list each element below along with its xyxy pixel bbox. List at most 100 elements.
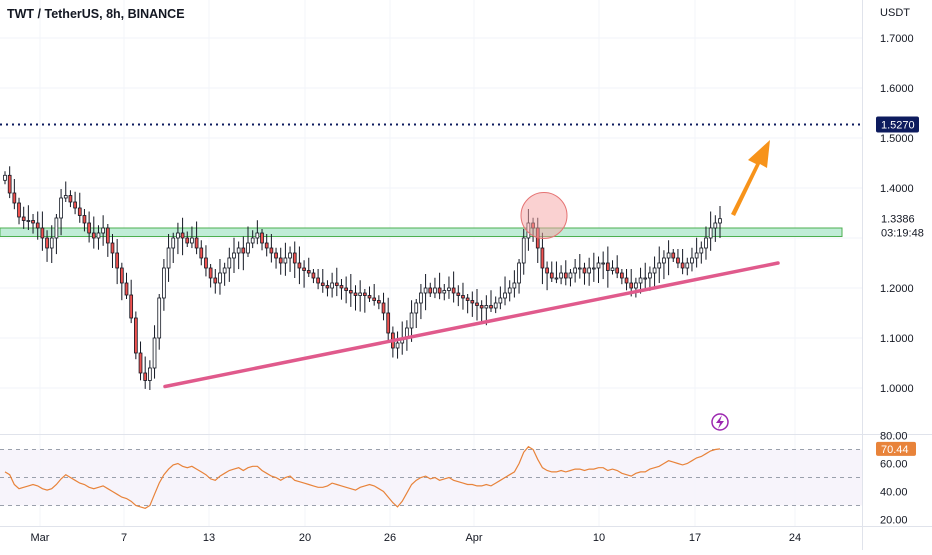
- candle-up: [227, 257, 232, 269]
- candle-down: [320, 282, 325, 286]
- candle-down: [124, 282, 129, 296]
- candle-up: [255, 232, 260, 239]
- candle-up: [409, 312, 414, 329]
- candle-down: [87, 222, 91, 234]
- candle-up: [148, 367, 152, 381]
- time-tick-label: 17: [689, 532, 701, 544]
- candle-down: [372, 297, 377, 301]
- price-tick-label: 1.0000: [880, 383, 914, 395]
- resistance-zone[interactable]: [0, 227, 843, 237]
- candle-down: [115, 252, 120, 269]
- candle-up: [330, 282, 334, 289]
- price-tick-label: 1.7000: [880, 33, 914, 45]
- candle-up: [521, 237, 526, 264]
- candle-up: [232, 252, 236, 259]
- candle-down: [110, 242, 115, 254]
- candle-down: [451, 287, 456, 294]
- candle-up: [591, 267, 596, 270]
- drawing-layer[interactable]: [0, 123, 862, 431]
- candle-down: [77, 207, 82, 216]
- rejection-circle[interactable]: [520, 192, 568, 239]
- candle-down: [306, 270, 311, 274]
- price-tick-label: 1.4000: [880, 183, 914, 195]
- time-tick-label: 13: [203, 532, 215, 544]
- candle-down: [105, 227, 110, 244]
- axis-unit-label: USDT: [880, 7, 910, 19]
- candle-up: [699, 247, 704, 254]
- rising-trendline[interactable]: [163, 261, 780, 389]
- candle-down: [292, 252, 297, 264]
- candle-up: [288, 252, 292, 259]
- candle-down: [470, 300, 475, 304]
- bar-countdown-label: 03:19:48: [881, 228, 924, 240]
- candle-up: [419, 292, 423, 304]
- candle-down: [138, 352, 143, 374]
- up-arrow-icon[interactable]: [731, 140, 770, 216]
- candle-up: [718, 218, 722, 224]
- candle-down: [119, 267, 124, 284]
- candle-up: [690, 257, 694, 264]
- candle-up: [657, 262, 662, 269]
- candle-down: [241, 247, 246, 254]
- candle-down: [620, 272, 624, 279]
- candle-down: [456, 292, 461, 296]
- rsi-value-label: 70.44: [881, 444, 909, 456]
- candle-up: [152, 337, 157, 369]
- time-tick-label: 7: [121, 532, 127, 544]
- candle-up: [662, 257, 666, 264]
- candle-up: [708, 227, 713, 239]
- candle-down: [68, 195, 73, 203]
- candle-down: [143, 372, 148, 381]
- candle-down: [40, 227, 45, 239]
- candle-down: [339, 285, 344, 289]
- candle-up: [442, 290, 447, 294]
- candle-down: [213, 277, 218, 284]
- candle-down: [278, 257, 283, 264]
- candle-up: [49, 237, 54, 249]
- candle-down: [386, 312, 391, 334]
- candle-up: [447, 287, 451, 291]
- candle-down: [377, 300, 381, 304]
- candle-up: [498, 297, 503, 304]
- candle-down: [624, 277, 629, 284]
- rsi-tick-label: 60.00: [880, 459, 908, 471]
- candle-up: [559, 272, 563, 279]
- candle-up: [704, 237, 708, 249]
- candle-down: [545, 267, 549, 274]
- candle-down: [348, 290, 353, 294]
- candle-down: [129, 294, 134, 319]
- candle-up: [222, 267, 227, 274]
- candle-down: [671, 252, 676, 259]
- candle-down: [353, 292, 358, 296]
- candle-down: [381, 302, 386, 314]
- rsi-line[interactable]: [4, 445, 721, 509]
- time-tick-label: 24: [789, 532, 801, 544]
- candle-up: [358, 292, 363, 296]
- candle-up: [573, 267, 577, 274]
- candle-up: [162, 267, 166, 299]
- candle-up: [512, 282, 517, 289]
- candle-up: [577, 267, 582, 270]
- candle-up: [63, 195, 68, 199]
- candle-down: [437, 287, 442, 294]
- grid-layer: [0, 0, 862, 526]
- candle-up: [395, 342, 400, 349]
- candle-up: [423, 287, 428, 294]
- candle-up: [652, 267, 657, 274]
- candle-layer: [3, 166, 722, 390]
- candle-up: [601, 262, 606, 265]
- price-tick-label: 1.2000: [880, 283, 914, 295]
- candle-down: [21, 216, 26, 221]
- candle-up: [26, 220, 31, 222]
- candle-down: [35, 222, 40, 229]
- candle-down: [269, 247, 274, 254]
- candle-up: [507, 287, 512, 294]
- symbol-title[interactable]: TWT / TetherUS, 8h, BINANCE: [7, 7, 185, 21]
- candle-up: [694, 252, 699, 259]
- time-tick-label: Mar: [31, 532, 50, 544]
- candle-down: [31, 220, 35, 224]
- candle-down: [461, 295, 465, 299]
